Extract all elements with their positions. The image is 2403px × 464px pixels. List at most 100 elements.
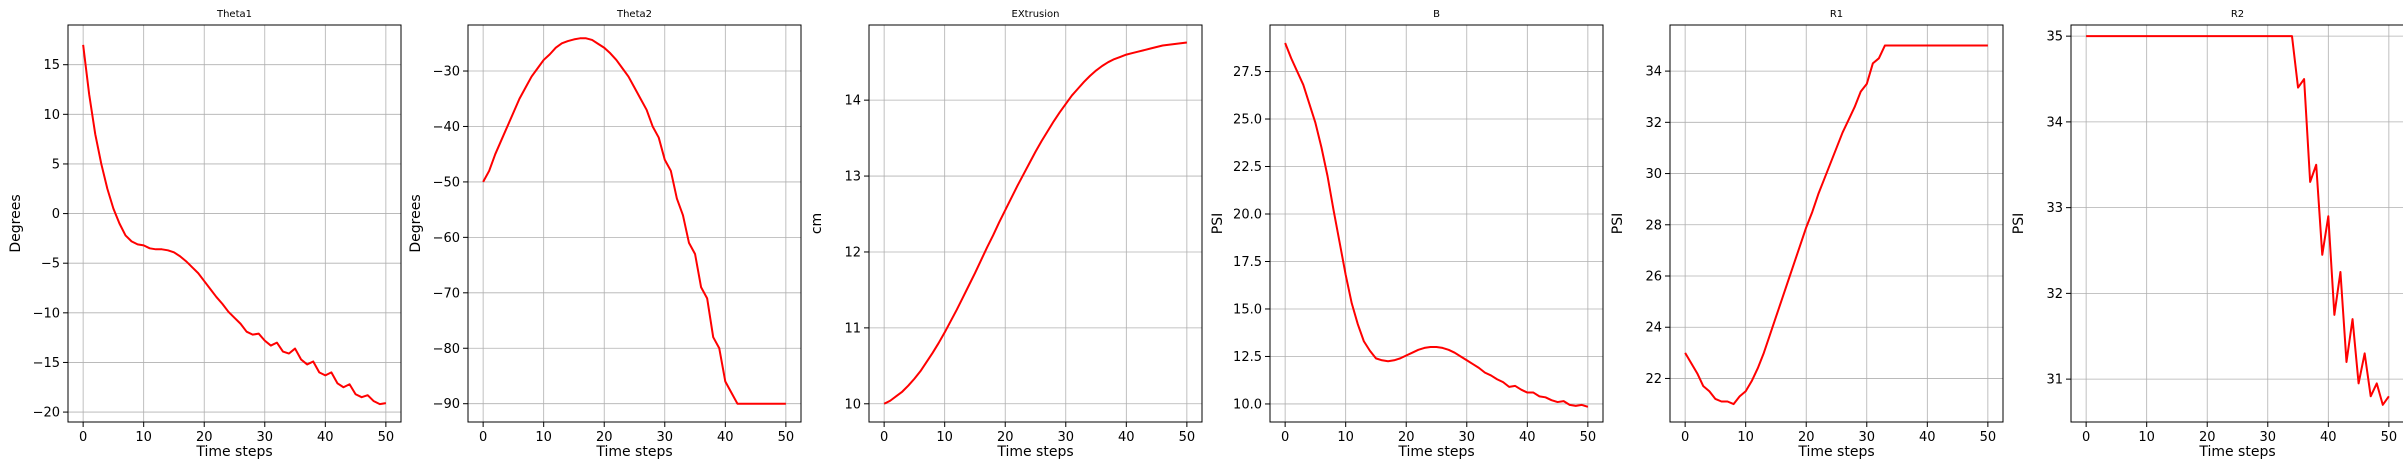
chart-title: Theta1 xyxy=(216,9,252,20)
y-tick-label: 14 xyxy=(844,94,861,109)
axes-frame xyxy=(467,24,802,423)
y-tick-label: 12 xyxy=(844,245,861,260)
x-tick-label: 20 xyxy=(2199,430,2216,445)
x-tick-label: 50 xyxy=(778,430,795,445)
x-axis-label: Time steps xyxy=(2198,444,2275,460)
x-tick-label: 20 xyxy=(596,430,613,445)
x-tick-label: 50 xyxy=(2381,430,2398,445)
y-axis-label: cm xyxy=(809,213,825,234)
subplot-6: 0 10 20 30 40 50 31 32 33 34 35 R2 Time steps PSI xyxy=(2011,9,2403,460)
x-tick-label: 50 xyxy=(1580,430,1597,445)
y-tick-label: −60 xyxy=(433,231,460,246)
x-tick-label: 40 xyxy=(2320,430,2337,445)
data-line xyxy=(1684,44,1988,406)
y-tick-label: −70 xyxy=(433,286,460,301)
chart-title: B xyxy=(1433,9,1440,20)
x-tick-label: 10 xyxy=(1337,430,1354,445)
y-tick-label: 20.0 xyxy=(1233,208,1262,223)
y-tick-label: −20 xyxy=(33,406,60,421)
y-tick-label: −50 xyxy=(433,175,460,190)
y-tick-label: 10 xyxy=(844,397,861,412)
subplot-2: 0 10 20 30 40 50 −90 −80 −70 −60 −50 −40 −30 Theta2 Ti… xyxy=(408,9,802,460)
y-tick-label: 17.5 xyxy=(1233,255,1262,270)
data-line xyxy=(2086,35,2390,406)
x-tick-label: 50 xyxy=(1179,430,1196,445)
x-tick-label: 30 xyxy=(256,430,273,445)
x-tick-label: 30 xyxy=(1458,430,1475,445)
x-tick-label: 20 xyxy=(196,430,213,445)
y-axis-label: PSI xyxy=(2011,213,2027,234)
data-line xyxy=(1284,42,1589,408)
y-tick-label: 10.0 xyxy=(1233,397,1262,412)
y-tick-label: 13 xyxy=(844,170,861,185)
x-tick-label: 0 xyxy=(2082,430,2090,445)
y-tick-label: −15 xyxy=(33,356,60,371)
y-tick-label: 10 xyxy=(43,108,60,123)
y-tick-label: 26 xyxy=(1645,270,1662,285)
y-tick-label: 24 xyxy=(1645,321,1662,336)
x-axis-label: Time steps xyxy=(996,444,1073,460)
x-tick-label: 0 xyxy=(79,430,87,445)
x-tick-label: 10 xyxy=(936,430,953,445)
y-tick-label: 33 xyxy=(2046,201,2063,216)
y-axis-label: PSI xyxy=(1610,213,1626,234)
x-tick-label: 30 xyxy=(656,430,673,445)
x-tick-label: 10 xyxy=(135,430,152,445)
subplot-1: 0 10 20 30 40 50 −20 −15 −10 −5 0 5 10 15 Theta1 Time s… xyxy=(8,9,402,460)
x-axis-label: Time steps xyxy=(1797,444,1874,460)
x-tick-label: 30 xyxy=(2259,430,2276,445)
y-axis-label: Degrees xyxy=(8,194,24,252)
y-tick-label: 22 xyxy=(1645,372,1662,387)
y-tick-label: 34 xyxy=(2046,115,2063,130)
subplot-4: 0 10 20 30 40 50 10.0 12.5 15.0 17.5 20.0 22.5 25.0 2… xyxy=(1210,9,1604,460)
data-line xyxy=(82,44,387,406)
x-tick-label: 40 xyxy=(317,430,334,445)
y-tick-label: 12.5 xyxy=(1233,350,1262,365)
x-tick-label: 20 xyxy=(997,430,1014,445)
x-axis-label: Time steps xyxy=(1397,444,1474,460)
y-axis-label: PSI xyxy=(1210,213,1226,234)
y-tick-label: 11 xyxy=(844,321,861,336)
x-axis-label: Time steps xyxy=(595,444,672,460)
x-tick-label: 20 xyxy=(1798,430,1815,445)
chart-title: R2 xyxy=(2231,9,2244,20)
axes-frame xyxy=(1669,24,2004,423)
y-tick-label: −80 xyxy=(433,342,460,357)
y-tick-label: −40 xyxy=(433,120,460,135)
y-tick-label: 32 xyxy=(2046,287,2063,302)
x-axis-label: Time steps xyxy=(195,444,272,460)
y-tick-label: 32 xyxy=(1645,116,1662,131)
y-tick-label: 31 xyxy=(2046,373,2063,388)
x-tick-label: 0 xyxy=(1281,430,1289,445)
axes-frame xyxy=(1269,24,1604,423)
chart-title: EXtrusion xyxy=(1012,9,1060,20)
y-tick-label: −30 xyxy=(433,65,460,80)
chart-title: R1 xyxy=(1830,9,1843,20)
subplot-5: 0 10 20 30 40 50 22 24 26 28 30 32 34 R1 Time steps PSI xyxy=(1610,9,2004,460)
y-tick-label: 25.0 xyxy=(1233,113,1262,128)
x-tick-label: 40 xyxy=(1519,430,1536,445)
y-tick-label: −5 xyxy=(41,257,60,272)
x-tick-label: 40 xyxy=(1919,430,1936,445)
y-tick-label: 5 xyxy=(52,157,60,172)
y-axis-label: Degrees xyxy=(408,194,424,252)
data-line xyxy=(883,41,1187,405)
x-tick-label: 40 xyxy=(1118,430,1135,445)
axes-frame xyxy=(868,24,1203,423)
y-tick-label: 30 xyxy=(1645,167,1662,182)
y-tick-label: 15 xyxy=(43,58,60,73)
y-tick-label: 28 xyxy=(1645,218,1662,233)
x-tick-label: 0 xyxy=(880,430,888,445)
y-tick-label: 0 xyxy=(52,207,60,222)
x-tick-label: 10 xyxy=(2138,430,2155,445)
x-tick-label: 10 xyxy=(535,430,552,445)
y-tick-label: 15.0 xyxy=(1233,302,1262,317)
x-tick-label: 20 xyxy=(1398,430,1415,445)
y-tick-label: 22.5 xyxy=(1233,160,1262,175)
x-tick-label: 0 xyxy=(1681,430,1689,445)
x-tick-label: 30 xyxy=(1057,430,1074,445)
axes-frame xyxy=(2070,24,2403,423)
x-tick-label: 50 xyxy=(1980,430,1997,445)
y-tick-label: 34 xyxy=(1645,65,1662,80)
